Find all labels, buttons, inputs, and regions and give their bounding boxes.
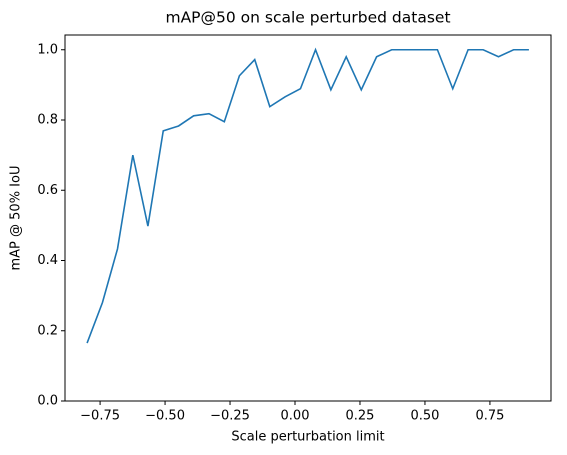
- y-tick-label: 0.2: [37, 323, 58, 338]
- plot-frame: [64, 34, 552, 402]
- y-tick-label: 0.0: [37, 394, 58, 409]
- x-tick-label: 0.25: [346, 409, 375, 424]
- x-tick-label: 0.50: [410, 409, 439, 424]
- y-tick-label: 0.4: [37, 253, 58, 268]
- x-tick-label: 0.00: [281, 409, 310, 424]
- y-axis-label: mAP @ 50% IoU: [9, 166, 24, 271]
- x-tick-label: −0.50: [145, 409, 185, 424]
- x-tick-label: −0.75: [80, 409, 120, 424]
- x-axis-label: Scale perturbation limit: [231, 430, 384, 445]
- x-tick-label: −0.25: [210, 409, 250, 424]
- y-tick-label: 0.8: [37, 113, 58, 128]
- y-tick-label: 0.6: [37, 183, 58, 198]
- y-tick-label: 1.0: [37, 42, 58, 57]
- x-tick-label: 0.75: [475, 409, 504, 424]
- data-line: [86, 47, 529, 344]
- chart-title: mAP@50 on scale perturbed dataset: [165, 9, 450, 27]
